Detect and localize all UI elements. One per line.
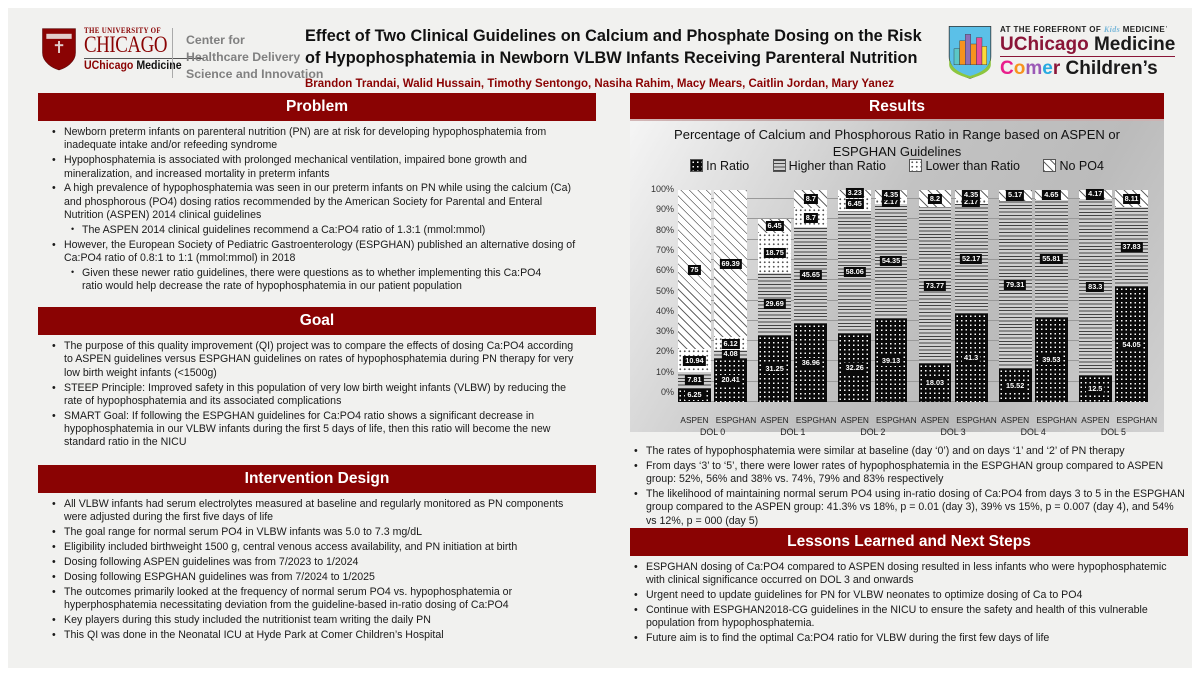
svg-text:✝: ✝: [52, 38, 66, 57]
